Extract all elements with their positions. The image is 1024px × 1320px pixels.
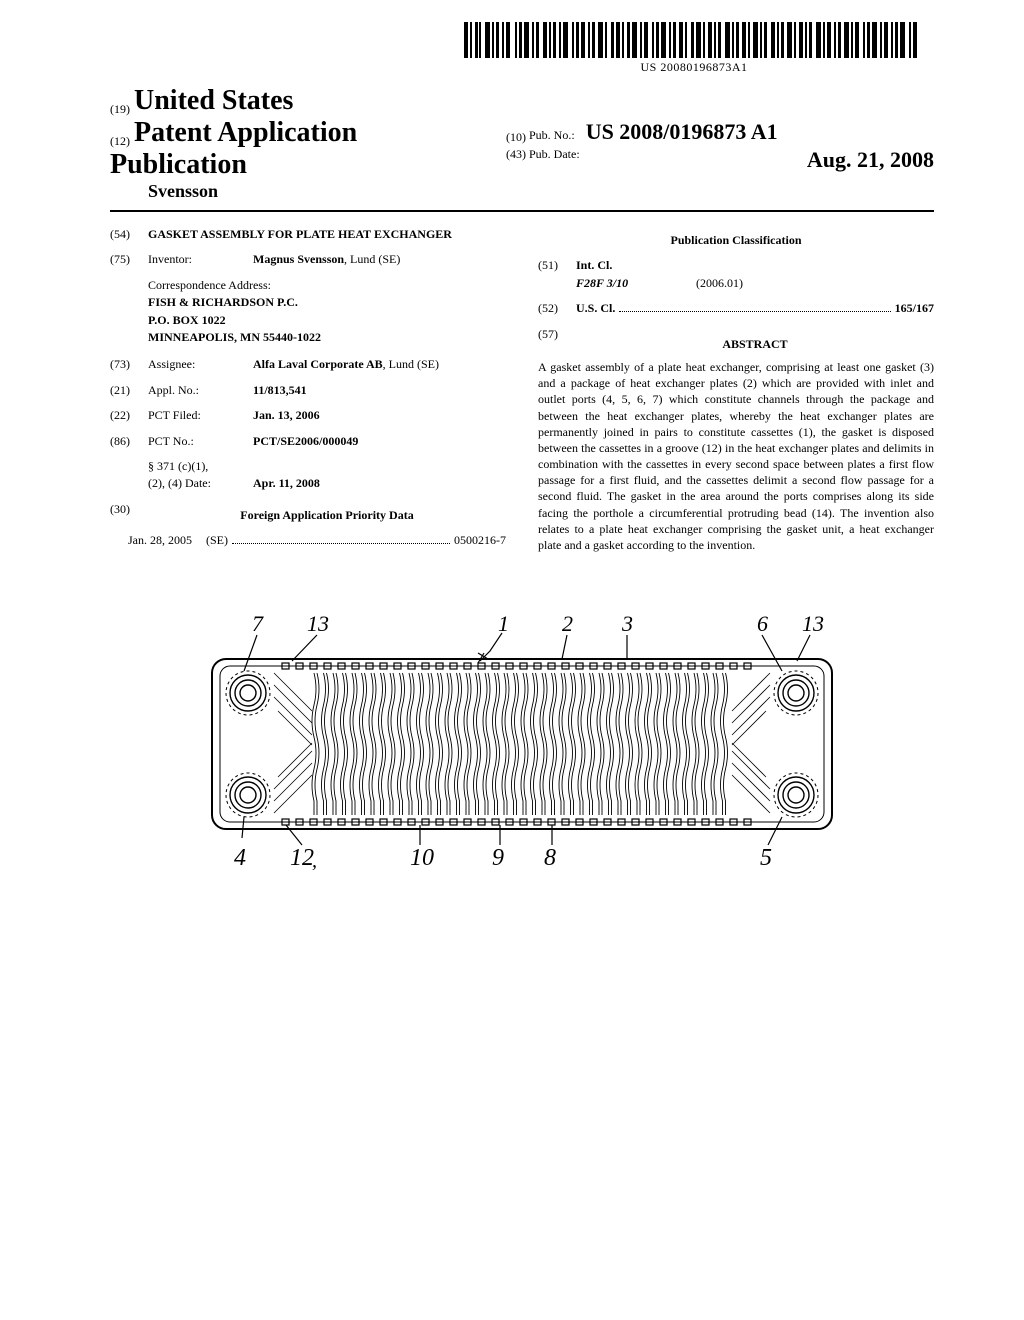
foreign-country: (SE) (206, 532, 228, 549)
sec371-line1: § 371 (c)(1), (148, 458, 506, 475)
code-12: (12) (110, 134, 130, 149)
fig-label-5: 5 (760, 845, 772, 871)
right-column: Publication Classification (51) Int. Cl.… (538, 226, 934, 553)
svg-text:,: , (312, 850, 317, 872)
code-30: (30) (110, 501, 148, 530)
pct-filed-label: PCT Filed: (148, 407, 253, 424)
dotted-leader (232, 533, 450, 544)
code-22: (22) (110, 407, 148, 424)
uscl-label: U.S. Cl. (576, 300, 615, 317)
intcl-label: Int. Cl. (576, 257, 934, 274)
pct-no-label: PCT No.: (148, 433, 253, 450)
barcode-text: US 20080196873A1 (464, 60, 924, 75)
fig-label-12: 12 (290, 845, 314, 871)
abstract-heading: ABSTRACT (576, 336, 934, 353)
figure-svg: 7 13 1 2 3 6 13 (182, 603, 862, 893)
code-54: (54) (110, 226, 148, 243)
intcl-code: F28F 3/10 (576, 275, 696, 292)
corr-line-3: MINNEAPOLIS, MN 55440-1022 (148, 329, 506, 346)
corr-line-1: FISH & RICHARDSON P.C. (148, 294, 506, 311)
fig-label-7: 7 (252, 611, 264, 636)
code-51: (51) (538, 257, 576, 274)
appl-no-label: Appl. No.: (148, 382, 253, 399)
barcode-block: US 20080196873A1 (464, 22, 924, 75)
fig-label-6: 6 (757, 611, 768, 636)
abstract-text: A gasket assembly of a plate heat exchan… (538, 359, 934, 553)
fig-label-2: 2 (562, 611, 573, 636)
classification-heading: Publication Classification (538, 232, 934, 249)
code-52: (52) (538, 300, 576, 317)
code-19: (19) (110, 102, 130, 117)
foreign-priority-heading: Foreign Application Priority Data (148, 507, 506, 524)
pub-date-label: Pub. Date: (529, 147, 580, 161)
code-43: (43) (506, 147, 526, 162)
assignee-name: Alfa Laval Corporate AB (253, 357, 383, 371)
fig-label-9: 9 (492, 845, 504, 871)
fig-label-4: 4 (234, 845, 246, 871)
inventor-location: , Lund (SE) (344, 252, 400, 266)
fig-label-13a: 13 (307, 611, 329, 636)
header: (19) United States (12) Patent Applicati… (110, 85, 934, 202)
foreign-date: Jan. 28, 2005 (128, 532, 192, 549)
corr-label: Correspondence Address: (148, 277, 506, 294)
sec371-line2: (2), (4) Date: (148, 475, 253, 492)
left-column: (54) GASKET ASSEMBLY FOR PLATE HEAT EXCH… (110, 226, 506, 553)
dotted-leader (619, 301, 890, 312)
fig-label-3: 3 (621, 611, 633, 636)
correspondence-address: Correspondence Address: FISH & RICHARDSO… (148, 277, 506, 347)
intcl-date: (2006.01) (696, 275, 743, 292)
fig-label-8: 8 (544, 845, 556, 871)
inventor-header: Svensson (148, 181, 490, 202)
foreign-app-no: 0500216-7 (454, 532, 506, 549)
fig-label-10: 10 (410, 845, 434, 871)
figure: 7 13 1 2 3 6 13 (110, 603, 934, 898)
pub-date: Aug. 21, 2008 (807, 147, 934, 173)
publication-type: Patent Application Publication (110, 117, 357, 180)
code-73: (73) (110, 356, 148, 373)
assignee-label: Assignee: (148, 356, 253, 373)
appl-no: 11/813,541 (253, 382, 506, 399)
assignee-location: , Lund (SE) (383, 357, 439, 371)
code-21: (21) (110, 382, 148, 399)
fig-label-1: 1 (498, 611, 509, 636)
divider (110, 210, 934, 212)
uscl-value: 165/167 (895, 300, 934, 317)
corr-line-2: P.O. BOX 1022 (148, 312, 506, 329)
pct-filed: Jan. 13, 2006 (253, 407, 506, 424)
fig-label-13b: 13 (802, 611, 824, 636)
sec371-date: Apr. 11, 2008 (253, 475, 506, 492)
body-columns: (54) GASKET ASSEMBLY FOR PLATE HEAT EXCH… (110, 226, 934, 553)
patent-title: GASKET ASSEMBLY FOR PLATE HEAT EXCHANGER (148, 226, 506, 243)
code-75: (75) (110, 251, 148, 268)
header-right: (10) Pub. No.: US 2008/0196873 A1 (43) P… (506, 85, 934, 202)
pub-no-label: Pub. No.: (529, 128, 575, 142)
inventor-name: Magnus Svensson (253, 252, 344, 266)
header-left: (19) United States (12) Patent Applicati… (110, 85, 490, 202)
pub-no: US 2008/0196873 A1 (586, 119, 778, 144)
barcode (464, 22, 924, 58)
pct-no: PCT/SE2006/000049 (253, 433, 506, 450)
code-86: (86) (110, 433, 148, 450)
code-57: (57) (538, 326, 576, 359)
code-10: (10) (506, 130, 526, 145)
inventor-label: Inventor: (148, 251, 253, 268)
country: United States (134, 85, 293, 116)
